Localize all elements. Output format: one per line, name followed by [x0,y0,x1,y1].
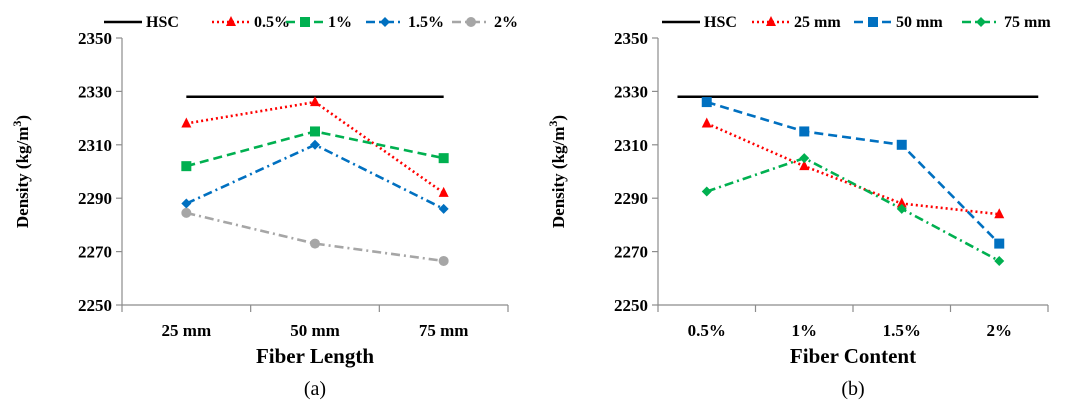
y-tick-label: 2270 [78,243,112,262]
data-point [438,203,449,214]
y-tick-label: 2270 [614,243,648,262]
y-tick-label: 2330 [78,82,112,101]
series-2- [181,207,449,266]
y-axis-title: Density (kg/m3) [546,115,568,228]
legend-label: 1.5% [408,14,444,31]
y-axis-title-close: ) [549,115,568,121]
series-line [706,100,1001,245]
data-point [701,186,712,197]
data-point [181,117,192,128]
data-point [994,238,1005,249]
data-point [896,197,907,208]
data-point [799,126,810,137]
series-75-mm [701,153,1005,266]
legend-marker [226,16,236,26]
data-point [310,96,320,107]
chart-panel-a: 2350 2330 2310 2290 2270 2250 25 mm 50 mm 75 mm F… [10,14,518,400]
series-line [185,143,445,211]
data-point [896,203,907,214]
legend-marker [766,16,776,26]
legend: HSC 25 mm 50 mm 75 mm [662,14,1051,31]
data-point [994,208,1005,219]
x-tick-label: 0.5% [688,321,726,340]
data-point [438,186,449,197]
data-point [701,117,712,128]
y-axis-title: Density (kg/m3) [10,115,32,228]
panel-label: (b) [841,378,864,400]
y-tick-label: 2350 [614,29,648,48]
legend-marker [868,17,878,27]
legend-marker [380,17,390,27]
data-point [701,97,712,108]
series-line [706,156,1000,263]
chart-panel-b: 2350 2330 2310 2290 2270 2250 0.5% 1% 1.5% 2% Fibe… [546,14,1051,400]
legend-label: 2% [494,14,518,31]
legend-marker [976,17,986,27]
y-tick-label: 2290 [78,189,112,208]
y-tick-label: 2310 [78,136,112,155]
x-tick-label: 75 mm [419,321,469,340]
y-tick-label: 2350 [78,29,112,48]
data-point [181,198,192,209]
data-point [994,255,1005,266]
data-point [181,161,192,172]
legend-label: HSC [146,14,179,31]
data-point [310,126,320,137]
y-tick-label: 2250 [614,296,648,315]
x-tick-label: 1% [792,321,818,340]
data-point [310,238,320,249]
legend-marker [300,17,310,27]
x-tick-label: 2% [987,321,1013,340]
data-point [896,139,907,150]
data-point [181,207,192,218]
data-point [438,153,449,164]
series-25-mm [701,117,1005,219]
x-tick-label: 25 mm [162,321,212,340]
series-1-5- [181,139,449,214]
data-point [799,160,810,171]
y-axis-title-close: ) [13,115,32,121]
legend-label: 75 mm [1004,14,1051,31]
legend-label: 0.5% [254,14,290,31]
y-tick-label: 2330 [614,82,648,101]
x-tick-label: 50 mm [290,321,340,340]
y-axis-title-sup: 3 [10,121,24,127]
panel-label: (a) [304,378,326,400]
y-tick-label: 2250 [78,296,112,315]
series-50-mm [701,97,1005,249]
data-point [438,255,449,266]
series-0-5- [181,96,449,197]
legend-marker [466,17,476,27]
series-line [186,211,444,263]
series-1- [181,126,449,172]
y-axis-title-main: Density (kg/m [13,127,32,229]
x-axis-title: Fiber Length [256,344,374,368]
legend-label: 1% [328,14,352,31]
legend-label: 25 mm [794,14,841,31]
x-axis-title: Fiber Content [790,344,916,368]
y-axis-title-main: Density (kg/m [549,127,568,229]
y-tick-label: 2290 [614,189,648,208]
x-tick-label: 1.5% [883,321,921,340]
y-tick-label: 2310 [614,136,648,155]
series-line [706,122,1000,216]
legend-label: HSC [704,14,737,31]
data-point [799,153,810,164]
legend: HSC 0.5% 1% 1.5% 2% [104,14,518,31]
data-point [310,139,320,150]
legend-label: 50 mm [896,14,943,31]
y-axis-title-sup: 3 [546,121,560,127]
